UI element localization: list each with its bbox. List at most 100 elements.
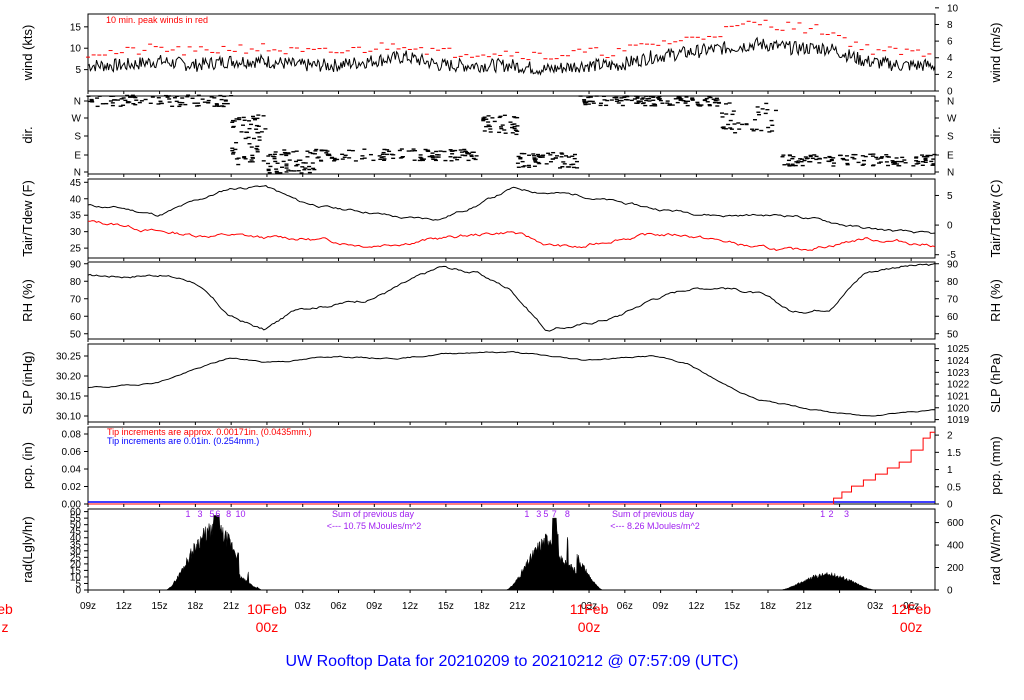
time-tick-label: 21z [223, 601, 239, 612]
wind-right-tick-label: 2 [947, 70, 953, 81]
dir-right-tick-label: S [947, 132, 954, 143]
dir-left-tick-label: S [74, 132, 81, 143]
rad-left-tick-label: 30 [70, 546, 82, 557]
time-tick-label: 03z [581, 601, 597, 612]
radiation-hour-mark: 8 [565, 509, 570, 519]
air-temperature-line [87, 185, 936, 234]
slp-left-tick-label: 30.10 [56, 412, 81, 423]
time-tick-label: 03z [867, 601, 883, 612]
slp-right-tick-label: 1023 [947, 368, 970, 379]
rad-left-tick-label: 10 [70, 572, 82, 583]
temp-left-tick-label: 40 [70, 194, 82, 205]
pcp-ylabel-right: pcp. (mm) [988, 436, 1003, 495]
time-tick-label: 12z [402, 601, 418, 612]
rad-left-tick-label: 50 [70, 520, 82, 531]
temp-left-tick-label: 35 [70, 211, 82, 222]
pcp-right-tick-label: 1.5 [947, 448, 961, 459]
radiation-day-sum-label: Sum of previous day [332, 509, 415, 519]
rad-left-tick-label: 45 [70, 527, 82, 538]
rh-right-tick-label: 90 [947, 259, 959, 270]
radiation-hour-mark: 5 [543, 509, 548, 519]
radiation-hour-mark: 1 [820, 509, 825, 519]
dir-left-tick-label: N [74, 168, 81, 179]
solar-radiation-area [165, 515, 263, 591]
precip-note-blue: Tip increments are 0.01in. (0.254mm.) [107, 436, 259, 446]
radiation-hour-mark: 2 [829, 509, 834, 519]
time-tick-label: 06z [617, 601, 633, 612]
date-hour-label: z [2, 619, 9, 635]
solar-radiation-area [505, 517, 604, 591]
time-tick-label: 12z [688, 601, 704, 612]
rad-left-tick-label: 15 [70, 566, 82, 577]
dir-panel-frame [87, 95, 936, 175]
temp-right-tick-label: -5 [947, 250, 956, 261]
dir-right-tick-label: E [947, 151, 954, 162]
pcp-ylabel-left: pcp. (in) [20, 442, 35, 489]
date-label: 10Feb [247, 601, 287, 617]
wind-ylabel-left: wind (kts) [20, 25, 35, 82]
dir-left-tick-label: N [74, 97, 81, 108]
rad-left-tick-label: 5 [75, 579, 81, 590]
wind-speed-line [87, 36, 936, 76]
slp-right-tick-label: 1019 [947, 415, 970, 426]
relative-humidity-line [87, 263, 936, 332]
slp-right-tick-label: 1021 [947, 391, 970, 402]
rad-right-tick-label: 200 [947, 563, 964, 574]
radiation-hour-mark: 5 [209, 509, 214, 519]
rad-left-tick-label: 20 [70, 559, 82, 570]
wind-direction-marks [86, 94, 937, 175]
time-tick-label: 03z [295, 601, 311, 612]
rad-left-tick-label: 40 [70, 533, 82, 544]
radiation-hour-mark: 3 [197, 509, 202, 519]
date-label: 12Feb [891, 601, 931, 617]
slp-left-tick-label: 30.20 [56, 372, 81, 383]
time-tick-label: 15z [152, 601, 168, 612]
radiation-hour-mark: 3 [536, 509, 541, 519]
rh-ylabel-right: RH (%) [988, 279, 1003, 322]
radiation-hour-mark: 8 [226, 509, 231, 519]
rh-ylabel-left: RH (%) [20, 279, 35, 322]
dir-right-tick-label: N [947, 168, 954, 179]
precip-accumulation-line [88, 431, 935, 505]
radiation-day-sum-value: <--- 10.75 MJoules/m^2 [327, 521, 422, 531]
temp-panel-frame [87, 178, 936, 259]
rad-left-tick-label: 35 [70, 540, 82, 551]
time-tick-label: 15z [438, 601, 454, 612]
slp-panel-frame [87, 343, 936, 423]
wind-peak-note: 10 min. peak winds in red [106, 15, 208, 25]
solar-radiation-area [779, 571, 876, 591]
time-tick-label: 09z [80, 601, 96, 612]
dir-right-tick-label: W [947, 114, 957, 125]
temp-left-tick-label: 25 [70, 244, 82, 255]
date-hour-label: 00z [256, 619, 279, 635]
radiation-hour-mark: 1 [524, 509, 529, 519]
dir-left-tick-label: W [72, 114, 82, 125]
wind-left-tick-label: 10 [70, 44, 82, 55]
pcp-right-tick-label: 0 [947, 500, 953, 511]
pcp-left-tick-label: 0.08 [62, 430, 82, 441]
wind-panel-frame [87, 13, 936, 92]
slp-ylabel-left: SLP (inHg) [20, 351, 35, 414]
wind-right-tick-label: 8 [947, 20, 953, 31]
temp-left-tick-label: 45 [70, 178, 82, 189]
time-tick-label: 18z [474, 601, 490, 612]
rh-right-tick-label: 80 [947, 277, 959, 288]
rh-right-tick-label: 50 [947, 329, 959, 340]
temp-left-tick-label: 30 [70, 227, 82, 238]
wind-right-tick-label: 6 [947, 37, 953, 48]
time-tick-label: 21z [509, 601, 525, 612]
time-tick-label: 15z [724, 601, 740, 612]
slp-right-tick-label: 1022 [947, 380, 970, 391]
dir-left-tick-label: E [74, 151, 81, 162]
rh-left-tick-label: 50 [70, 329, 82, 340]
pcp-left-tick-label: 0.04 [62, 465, 82, 476]
dewpoint-line [87, 220, 936, 251]
radiation-day-sum-value: <--- 8.26 MJoules/m^2 [610, 521, 700, 531]
rh-left-tick-label: 80 [70, 277, 82, 288]
dir-ylabel-left: dir. [20, 126, 35, 143]
rad-right-tick-label: 0 [947, 586, 953, 597]
date-label: eb [0, 601, 13, 617]
dir-ylabel-right: dir. [988, 126, 1003, 143]
time-tick-label: 09z [653, 601, 669, 612]
